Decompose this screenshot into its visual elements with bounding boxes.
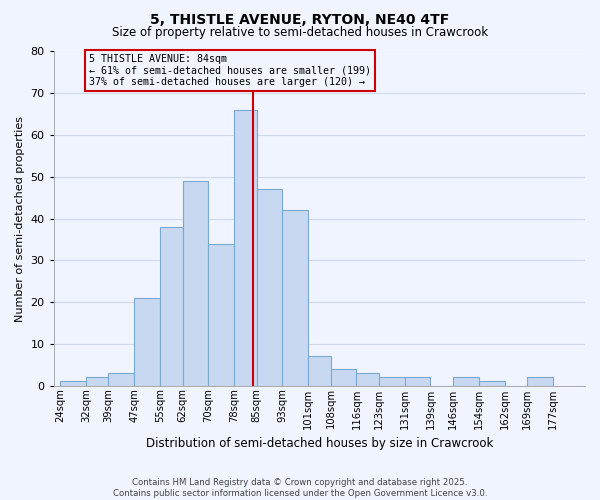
Bar [453,377,479,386]
Bar [379,377,404,386]
Bar [356,373,379,386]
Text: Size of property relative to semi-detached houses in Crawcrook: Size of property relative to semi-detach… [112,26,488,39]
X-axis label: Distribution of semi-detached houses by size in Crawcrook: Distribution of semi-detached houses by … [146,437,493,450]
Bar [60,382,86,386]
Bar [134,298,160,386]
Bar [308,356,331,386]
Bar [527,377,553,386]
Bar [160,227,182,386]
Bar [404,377,430,386]
Text: Contains HM Land Registry data © Crown copyright and database right 2025.
Contai: Contains HM Land Registry data © Crown c… [113,478,487,498]
Bar [283,210,308,386]
Bar [234,110,257,386]
Bar [479,382,505,386]
Bar [109,373,134,386]
Bar [182,181,208,386]
Text: 5 THISTLE AVENUE: 84sqm
← 61% of semi-detached houses are smaller (199)
37% of s: 5 THISTLE AVENUE: 84sqm ← 61% of semi-de… [89,54,371,87]
Text: 5, THISTLE AVENUE, RYTON, NE40 4TF: 5, THISTLE AVENUE, RYTON, NE40 4TF [151,12,449,26]
Bar [208,244,234,386]
Bar [257,190,283,386]
Bar [86,377,109,386]
Y-axis label: Number of semi-detached properties: Number of semi-detached properties [15,116,25,322]
Bar [331,369,356,386]
